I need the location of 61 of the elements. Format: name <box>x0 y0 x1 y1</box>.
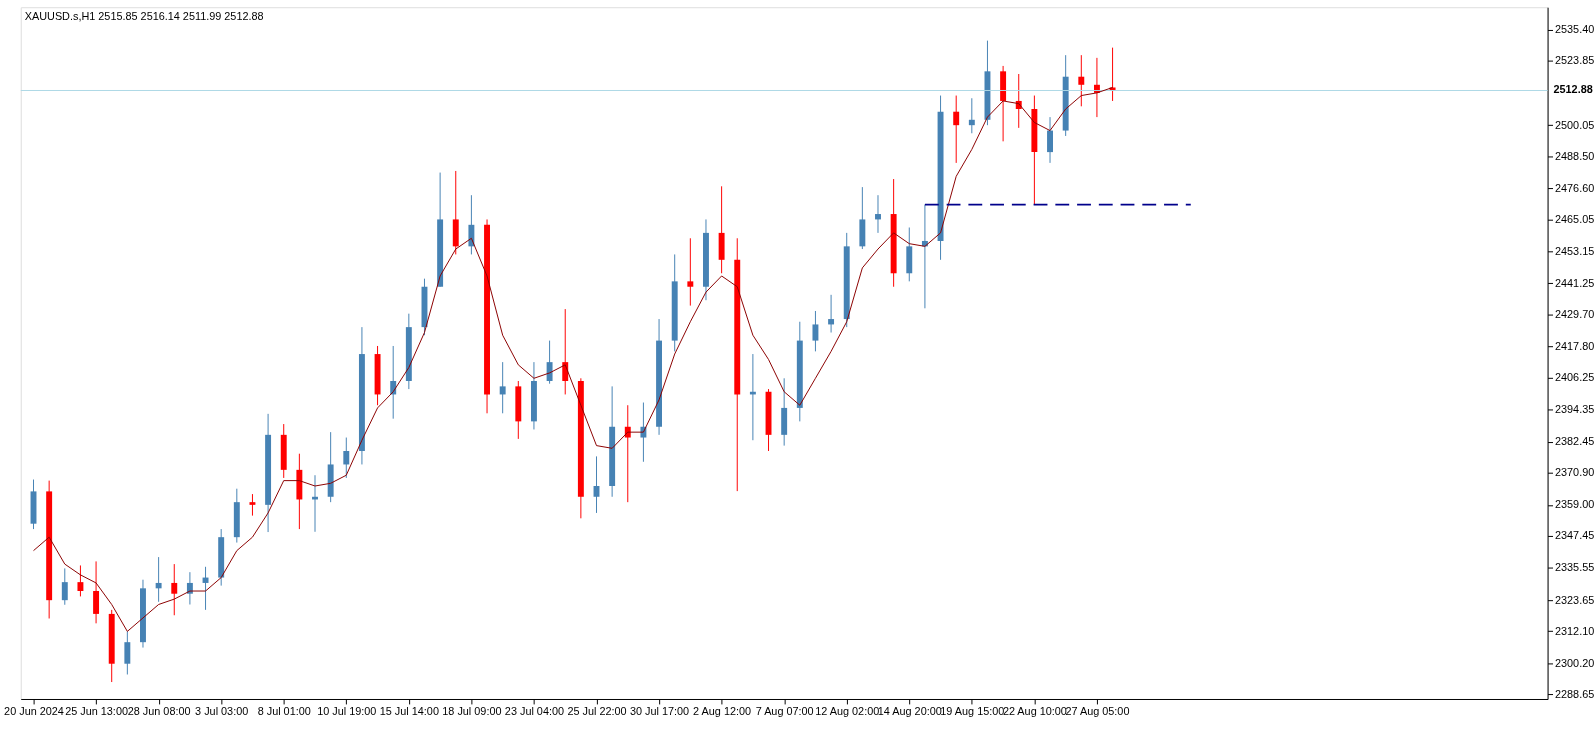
y-tick-label: 2417.80 <box>1554 339 1595 352</box>
y-tick-label: 2453.15 <box>1554 244 1595 257</box>
candlestick <box>687 237 694 307</box>
x-tick-label: 7 Aug 07:00 <box>755 705 814 718</box>
y-tick-label: 2406.25 <box>1554 371 1595 384</box>
y-tick-label: 2370.90 <box>1554 466 1595 479</box>
candlestick <box>61 567 68 606</box>
candlestick <box>1078 54 1085 107</box>
x-tick-label: 10 Jul 19:00 <box>317 705 377 718</box>
candlestick <box>249 493 256 517</box>
y-tick-label: 2429.70 <box>1554 307 1595 320</box>
y-tick-label: 2300.20 <box>1554 656 1595 669</box>
candlestick <box>875 194 881 234</box>
x-tick-label: 23 Jul 04:00 <box>504 705 565 718</box>
x-tick-label: 30 Jul 17:00 <box>629 705 690 718</box>
x-tick-label: 20 Jun 2024 <box>4 705 64 718</box>
y-tick-label: 2488.50 <box>1554 149 1595 162</box>
candlestick <box>499 361 506 414</box>
y-tick-label: 2288.65 <box>1554 687 1595 700</box>
candlestick <box>343 437 350 479</box>
candlestick <box>93 560 100 624</box>
candlestick <box>202 566 209 611</box>
y-tick-label: 2465.05 <box>1554 212 1595 225</box>
y-tick-label: 2359.00 <box>1554 498 1595 511</box>
x-tick-label: 18 Jul 09:00 <box>442 705 502 718</box>
x-tick-label: 27 Aug 05:00 <box>1065 705 1130 718</box>
x-tick-label: 28 Jun 08:00 <box>127 705 191 718</box>
candlestick <box>953 95 960 164</box>
y-tick-label: 2382.45 <box>1554 435 1595 448</box>
x-tick-label: 14 Aug 20:00 <box>877 705 942 718</box>
y-tick-label: 2347.45 <box>1554 529 1595 542</box>
candlestick <box>812 310 819 352</box>
x-tick-label: 3 Jul 03:00 <box>195 705 249 718</box>
x-tick-label: 12 Aug 02:00 <box>815 705 880 718</box>
y-tick-label: 2441.25 <box>1554 276 1595 289</box>
x-tick-label: 25 Jul 22:00 <box>567 705 627 718</box>
y-tick-label: 2535.40 <box>1554 23 1595 36</box>
candlestick <box>828 294 835 334</box>
line-series <box>33 86 1114 632</box>
x-tick-label: 2 Aug 12:00 <box>693 705 752 718</box>
x-tick-label: 19 Aug 15:00 <box>940 705 1005 718</box>
x-tick-label: 8 Jul 01:00 <box>257 705 311 718</box>
y-tick-label: 2394.35 <box>1554 403 1595 416</box>
x-tick-label: 22 Aug 10:00 <box>1002 705 1067 718</box>
candlestick <box>155 556 162 603</box>
ref-line-label: 2512.88 <box>1553 83 1593 96</box>
candlestick <box>171 563 178 616</box>
y-tick-label: 2312.10 <box>1554 624 1595 637</box>
x-tick-label: 25 Jun 13:00 <box>65 705 128 718</box>
candlestick <box>124 630 131 675</box>
x-tick-label: 15 Jul 14:00 <box>379 705 439 718</box>
chart-title: XAUUSD.s,H1 2515.85 2516.14 2511.99 2512.88 <box>24 10 264 23</box>
y-tick-label: 2323.65 <box>1554 593 1595 606</box>
y-tick-label: 2500.05 <box>1554 118 1595 131</box>
y-tick-label: 2476.60 <box>1554 181 1595 194</box>
y-tick-label: 2523.85 <box>1554 54 1595 67</box>
candlestick <box>1047 116 1053 164</box>
y-tick-label: 2335.55 <box>1554 561 1595 574</box>
candlestick <box>968 97 975 134</box>
candlestick <box>77 564 84 597</box>
candlestick <box>546 340 553 385</box>
